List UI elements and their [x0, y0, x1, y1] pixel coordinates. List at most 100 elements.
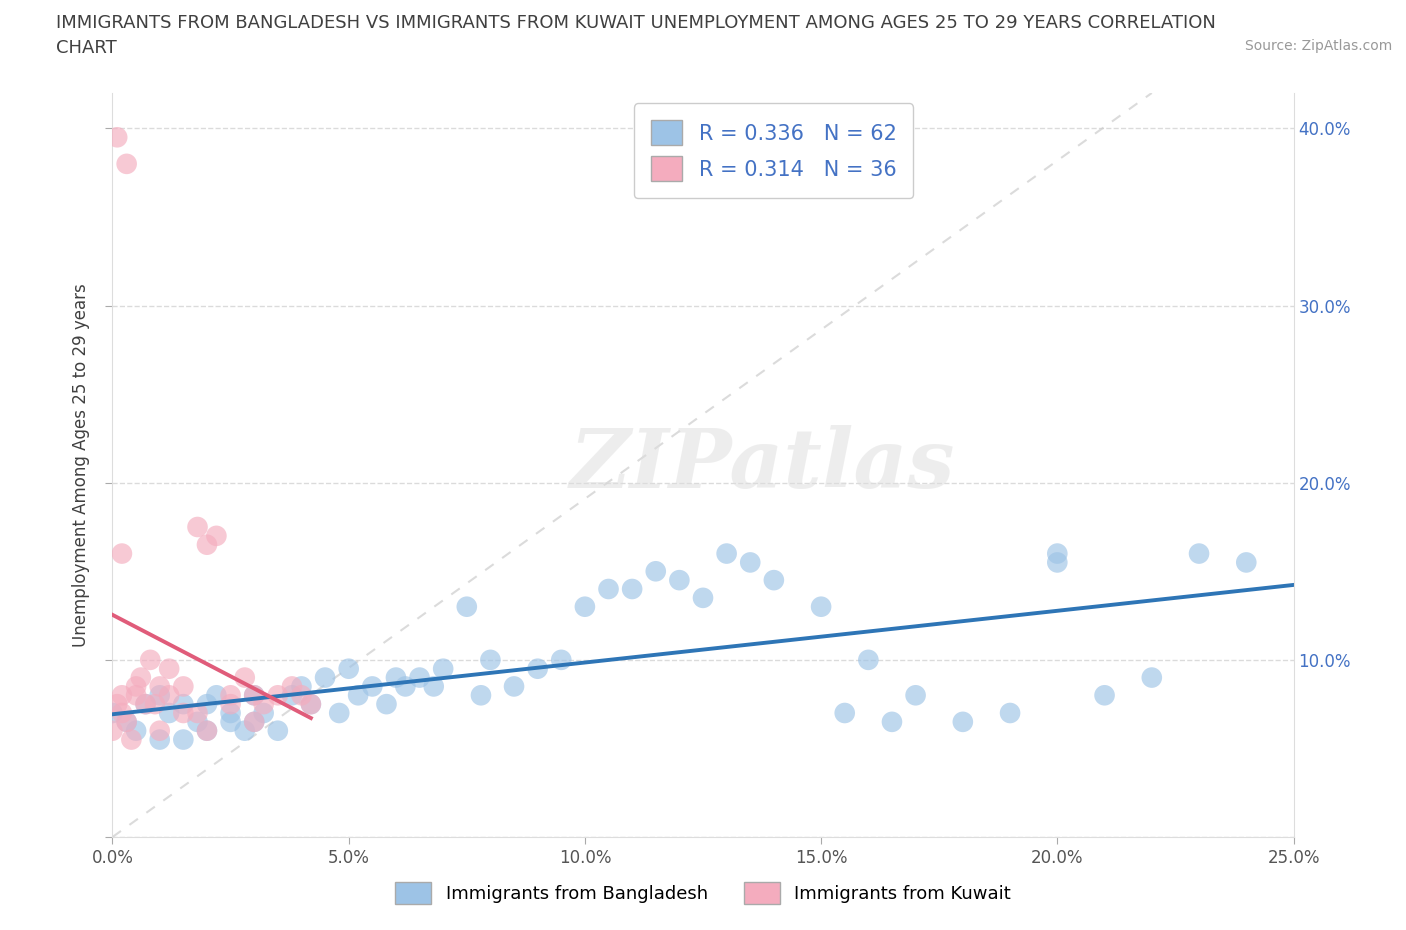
- Point: [135, 697, 157, 711]
- Y-axis label: Unemployment Among Ages 25 to 29 years: Unemployment Among Ages 25 to 29 years: [72, 283, 90, 647]
- Point: [205, 688, 228, 703]
- Point: [157, 706, 180, 721]
- Point: [1234, 555, 1257, 570]
- Point: [172, 732, 194, 747]
- Point: [479, 653, 502, 668]
- Point: [243, 688, 266, 703]
- Text: Source: ZipAtlas.com: Source: ZipAtlas.com: [1244, 39, 1392, 53]
- Point: [125, 688, 148, 703]
- Point: [337, 661, 360, 676]
- Point: [267, 724, 290, 738]
- Point: [172, 679, 194, 694]
- Point: [998, 706, 1021, 721]
- Point: [101, 724, 124, 738]
- Point: [186, 714, 208, 729]
- Point: [880, 714, 903, 729]
- Point: [195, 724, 218, 738]
- Point: [125, 724, 148, 738]
- Point: [290, 679, 312, 694]
- Point: [219, 688, 242, 703]
- Point: [125, 679, 148, 694]
- Point: [149, 732, 172, 747]
- Point: [115, 714, 138, 729]
- Point: [139, 653, 162, 668]
- Point: [233, 724, 256, 738]
- Point: [1094, 688, 1116, 703]
- Point: [858, 653, 880, 668]
- Point: [621, 581, 644, 596]
- Point: [186, 706, 208, 721]
- Point: [281, 688, 304, 703]
- Point: [1140, 671, 1163, 685]
- Point: [456, 599, 478, 614]
- Point: [574, 599, 596, 614]
- Point: [243, 714, 266, 729]
- Point: [172, 706, 194, 721]
- Point: [281, 679, 304, 694]
- Point: [328, 706, 350, 721]
- Point: [101, 706, 124, 721]
- Point: [243, 688, 266, 703]
- Point: [149, 724, 172, 738]
- Point: [598, 581, 620, 596]
- Point: [810, 599, 832, 614]
- Point: [952, 714, 974, 729]
- Point: [219, 697, 242, 711]
- Point: [347, 688, 370, 703]
- Point: [111, 706, 134, 721]
- Point: [1188, 546, 1211, 561]
- Point: [1046, 555, 1069, 570]
- Text: CHART: CHART: [56, 39, 117, 57]
- Point: [834, 706, 856, 721]
- Point: [253, 697, 276, 711]
- Point: [205, 528, 228, 543]
- Point: [762, 573, 785, 588]
- Point: [375, 697, 398, 711]
- Point: [243, 714, 266, 729]
- Point: [290, 688, 312, 703]
- Point: [219, 714, 242, 729]
- Point: [644, 564, 666, 578]
- Point: [172, 697, 194, 711]
- Point: [186, 520, 208, 535]
- Point: [432, 661, 454, 676]
- Point: [299, 697, 322, 711]
- Point: [267, 688, 290, 703]
- Point: [740, 555, 762, 570]
- Point: [149, 679, 172, 694]
- Point: [120, 732, 142, 747]
- Point: [668, 573, 690, 588]
- Point: [385, 671, 408, 685]
- Point: [716, 546, 738, 561]
- Point: [135, 697, 157, 711]
- Point: [111, 688, 134, 703]
- Text: IMMIGRANTS FROM BANGLADESH VS IMMIGRANTS FROM KUWAIT UNEMPLOYMENT AMONG AGES 25 : IMMIGRANTS FROM BANGLADESH VS IMMIGRANTS…: [56, 14, 1216, 32]
- Point: [394, 679, 416, 694]
- Point: [219, 706, 242, 721]
- Point: [361, 679, 384, 694]
- Point: [904, 688, 927, 703]
- Point: [105, 697, 128, 711]
- Point: [195, 724, 218, 738]
- Legend: Immigrants from Bangladesh, Immigrants from Kuwait: Immigrants from Bangladesh, Immigrants f…: [388, 875, 1018, 911]
- Point: [149, 688, 172, 703]
- Point: [129, 671, 152, 685]
- Point: [115, 156, 138, 171]
- Point: [470, 688, 492, 703]
- Point: [692, 591, 714, 605]
- Point: [550, 653, 572, 668]
- Point: [157, 661, 180, 676]
- Point: [111, 546, 134, 561]
- Point: [105, 130, 128, 145]
- Point: [157, 688, 180, 703]
- Point: [195, 538, 218, 552]
- Point: [299, 697, 322, 711]
- Point: [1046, 546, 1069, 561]
- Point: [115, 714, 138, 729]
- Point: [143, 697, 166, 711]
- Point: [233, 671, 256, 685]
- Text: ZIPatlas: ZIPatlas: [569, 425, 955, 505]
- Legend: R = 0.336   N = 62, R = 0.314   N = 36: R = 0.336 N = 62, R = 0.314 N = 36: [634, 103, 914, 198]
- Point: [422, 679, 444, 694]
- Point: [314, 671, 336, 685]
